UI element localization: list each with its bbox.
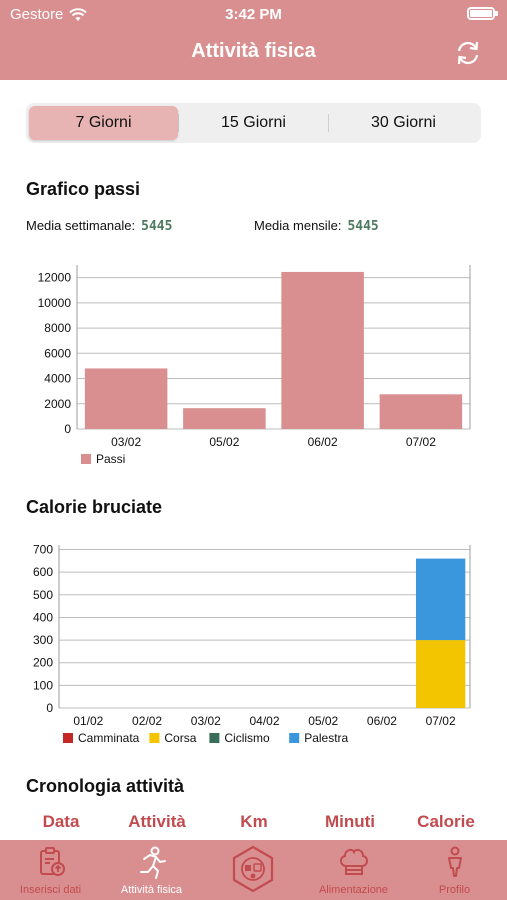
x-tick-label: 05/02 <box>209 435 239 449</box>
tab-nutrition-label: Alimentazione <box>318 884 389 896</box>
monthly-average-value: 5445 <box>347 219 379 234</box>
y-tick-label: 8000 <box>44 321 71 335</box>
y-tick-label: 4000 <box>44 372 71 386</box>
legend-swatch <box>81 454 91 464</box>
y-tick-label: 300 <box>33 633 53 647</box>
status-bar: Gestore 3:42 PM <box>0 4 507 24</box>
legend-label: Ciclismo <box>224 731 270 745</box>
tab-physical-activity[interactable]: Attività fisica <box>101 840 202 900</box>
y-tick-label: 100 <box>33 678 53 692</box>
bar <box>415 640 466 708</box>
person-icon <box>447 846 462 877</box>
steps-chart: 0 2000 4000 6000 8000 10000 12000 03/02 05/02 06/… <box>38 265 471 466</box>
y-tick-label: 200 <box>33 656 53 670</box>
tab-nutrition[interactable]: Alimentazione <box>303 840 404 900</box>
wifi-icon <box>69 7 88 21</box>
tab-physical-activity-label: Attività fisica <box>120 884 183 896</box>
battery-icon <box>467 7 498 20</box>
calories-title: Calorie bruciate <box>26 497 163 517</box>
bar <box>183 408 266 429</box>
clipboard-upload-icon <box>39 847 65 876</box>
bar <box>415 558 466 641</box>
tab-profile-label: Profilo <box>438 884 471 896</box>
segment-15-days[interactable]: 15 Giorni <box>221 114 286 131</box>
column-activity[interactable]: Attività <box>128 812 186 831</box>
carrier-label: Gestore <box>10 6 64 23</box>
bar <box>281 271 364 429</box>
legend-swatch <box>63 733 73 743</box>
divider <box>178 114 179 132</box>
tab-insert-data-label: Inserisci dati <box>19 884 82 896</box>
health-hexagon-icon <box>232 845 273 893</box>
y-tick-label: 0 <box>46 701 53 715</box>
history-title: Cronologia attività <box>26 776 185 796</box>
column-km[interactable]: Km <box>240 812 268 831</box>
refresh-icon[interactable] <box>453 38 483 68</box>
y-tick-label: 2000 <box>44 397 71 411</box>
legend-label: Palestra <box>304 731 348 745</box>
x-tick-label: 07/02 <box>406 435 436 449</box>
x-tick-label: 03/02 <box>191 714 221 728</box>
tab-profile[interactable]: Profilo <box>404 840 505 900</box>
y-tick-label: 500 <box>33 588 53 602</box>
running-person-icon <box>139 846 166 879</box>
header: Gestore 3:42 PM Attività fisica <box>0 0 507 80</box>
x-tick-label: 04/02 <box>249 714 279 728</box>
legend-swatch <box>149 733 160 743</box>
tab-insert-data[interactable]: Inserisci dati <box>0 840 101 900</box>
x-tick-label: 03/02 <box>111 435 141 449</box>
clock: 3:42 PM <box>225 6 282 23</box>
y-tick-label: 6000 <box>44 346 71 360</box>
y-tick-label: 400 <box>33 610 53 624</box>
legend-swatch <box>289 733 300 743</box>
y-tick-label: 700 <box>33 543 53 557</box>
x-tick-label: 05/02 <box>308 714 338 728</box>
tab-bar: Inserisci dati Attività fisica Alimentaz… <box>0 840 507 900</box>
history-table-header: Data Attività Km Minuti Calorie <box>0 812 507 836</box>
legend-swatch <box>209 733 220 743</box>
x-tick-label: 06/02 <box>308 435 338 449</box>
y-tick-label: 12000 <box>38 271 72 285</box>
y-tick-label: 0 <box>64 422 71 436</box>
calories-chart: 0 100 200 300 400 500 600 700 01/02 02/02 03/02 04/… <box>33 543 471 745</box>
column-calories[interactable]: Calorie <box>417 812 475 831</box>
x-tick-label: 06/02 <box>367 714 397 728</box>
legend-label: Camminata <box>78 731 140 745</box>
x-tick-label: 01/02 <box>73 714 103 728</box>
legend-label: Passi <box>96 452 125 466</box>
carrier: Gestore <box>10 6 88 23</box>
legend-label: Corsa <box>164 731 196 745</box>
period-selector: 7 Giorni 15 Giorni 30 Giorni <box>26 103 481 143</box>
bar <box>84 368 168 429</box>
segment-30-days[interactable]: 30 Giorni <box>371 114 436 131</box>
segment-7-days[interactable]: 7 Giorni <box>29 106 178 140</box>
weekly-average-value: 5445 <box>141 219 173 234</box>
y-tick-label: 10000 <box>38 296 72 310</box>
y-tick-label: 600 <box>33 565 53 579</box>
weekly-average: Media settimanale: 5445 <box>26 218 172 234</box>
tab-home[interactable] <box>202 840 303 900</box>
divider <box>328 114 329 132</box>
x-tick-label: 02/02 <box>132 714 162 728</box>
monthly-average-label: Media mensile: <box>254 218 342 233</box>
page-title: Attività fisica <box>191 40 316 62</box>
monthly-average: Media mensile: 5445 <box>254 218 379 234</box>
chef-hat-icon <box>339 848 368 875</box>
steps-title: Grafico passi <box>26 179 141 199</box>
column-date[interactable]: Data <box>42 812 80 831</box>
column-minutes[interactable]: Minuti <box>324 812 376 831</box>
x-tick-label: 07/02 <box>426 714 456 728</box>
bar <box>379 394 463 429</box>
weekly-average-label: Media settimanale: <box>26 218 136 233</box>
